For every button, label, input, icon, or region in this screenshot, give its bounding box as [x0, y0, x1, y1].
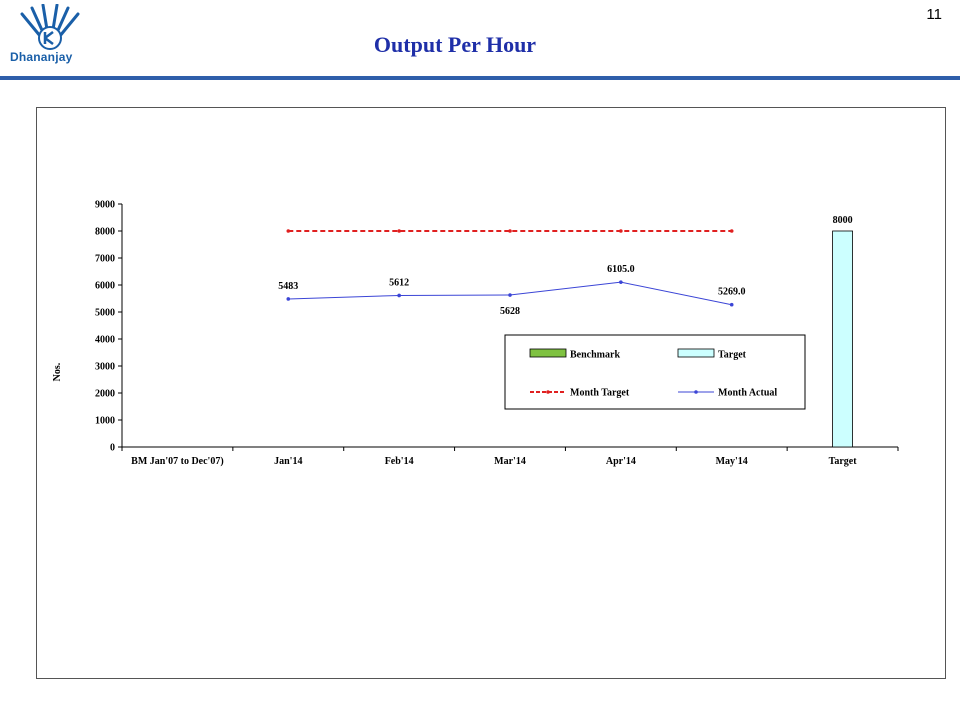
page-title: Output Per Hour	[373, 32, 537, 57]
chart-bars	[832, 230, 853, 448]
x-tick-label: May'14	[716, 456, 748, 467]
data-label: 8000	[833, 215, 853, 226]
point-month-target	[619, 229, 623, 233]
x-tick-label: Apr'14	[606, 456, 636, 467]
y-tick-label: 1000	[95, 416, 115, 427]
legend-label-month-actual: Month Actual	[718, 388, 777, 399]
bar-target	[832, 230, 853, 448]
y-tick-label: 0	[110, 443, 115, 454]
page-number: 11	[926, 6, 942, 23]
legend-label-benchmark: Benchmark	[570, 350, 620, 361]
logo-sunburst-icon	[20, 4, 80, 50]
y-tick-label: 6000	[95, 281, 115, 292]
y-tick-label: 2000	[95, 389, 115, 400]
chart-lines	[286, 229, 734, 307]
data-label: 5483	[278, 281, 298, 292]
y-tick-label: 8000	[95, 227, 115, 238]
legend-swatch-target	[677, 348, 715, 358]
x-tick-label: Target	[829, 456, 858, 467]
legend-label-month-target: Month Target	[570, 388, 630, 399]
point-month-target	[286, 229, 291, 233]
y-axis-label: Nos.	[52, 362, 63, 381]
header-divider	[0, 76, 960, 80]
data-label: 5612	[389, 277, 409, 288]
legend-label-target: Target	[718, 350, 747, 361]
point-month-target	[508, 229, 512, 233]
legend-box	[504, 334, 806, 410]
y-tick-label: 3000	[95, 362, 115, 373]
data-label: 5628	[500, 306, 520, 317]
y-tick-label: 5000	[95, 308, 115, 319]
x-tick-label: Feb'14	[385, 456, 414, 467]
legend-marker-month-actual	[694, 390, 698, 394]
x-tick-label: Mar'14	[494, 456, 526, 467]
data-label: 6105.0	[607, 264, 635, 275]
point-month-actual	[619, 280, 623, 284]
point-month-actual	[729, 302, 734, 307]
y-tick-label: 4000	[95, 335, 115, 346]
data-label: 5269.0	[718, 287, 746, 298]
y-tick-label: 9000	[95, 200, 115, 211]
point-month-target	[397, 229, 401, 233]
y-tick-label: 7000	[95, 254, 115, 265]
chart-labels: 8000 5483 5612 5628 6105.0 5269.0	[278, 215, 852, 317]
x-tick-label: BM Jan'07 to Dec'07)	[131, 456, 224, 467]
point-month-actual	[508, 293, 512, 297]
point-month-actual	[397, 293, 401, 298]
chart-legend: Benchmark Target Month Target Month Actual	[504, 334, 806, 410]
logo-text: Dhananjay	[10, 50, 73, 64]
legend-marker-month-target	[546, 390, 550, 394]
legend-swatch-benchmark	[529, 348, 567, 358]
x-tick-label: Jan'14	[274, 456, 302, 467]
point-month-target	[729, 229, 734, 233]
point-month-actual	[286, 297, 291, 301]
chart-frame	[36, 107, 946, 679]
chart-axes: 0 1000 2000 3000 4000 5000 6000 7000 8000 9000 BM …	[95, 200, 899, 467]
